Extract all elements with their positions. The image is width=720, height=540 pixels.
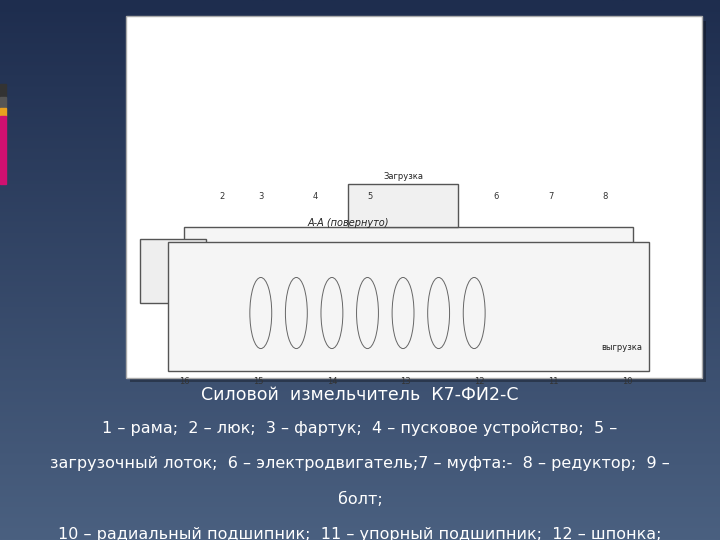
Text: 14: 14 [327, 376, 337, 386]
Text: 13: 13 [400, 376, 411, 386]
Text: 5: 5 [368, 192, 373, 201]
Text: 8: 8 [603, 192, 608, 201]
Bar [184, 227, 633, 320]
FancyBboxPatch shape [126, 16, 702, 378]
Text: 12: 12 [474, 376, 485, 386]
Text: 15: 15 [253, 376, 264, 386]
Text: загрузочный лоток;  6 – электродвигатель;7 – муфта:-  8 – редуктор;  9 –: загрузочный лоток; 6 – электродвигатель;… [50, 456, 670, 471]
Text: 16: 16 [179, 376, 189, 386]
Text: 10 – радиальный подшипник;  11 – упорный подшипник;  12 – шпонка;: 10 – радиальный подшипник; 11 – упорный … [58, 526, 662, 540]
Text: 10: 10 [622, 376, 633, 386]
Text: 6: 6 [493, 192, 499, 201]
Text: 11: 11 [549, 376, 559, 386]
Text: 7: 7 [548, 192, 554, 201]
Text: выгрузка: выгрузка [601, 343, 642, 352]
Text: 4: 4 [313, 192, 318, 201]
Text: Загрузка: Загрузка [383, 172, 423, 181]
FancyBboxPatch shape [130, 21, 706, 382]
Text: 1 – рама;  2 – люк;  3 – фартук;  4 – пусковое устройство;  5 –: 1 – рама; 2 – люк; 3 – фартук; 4 – пуско… [102, 421, 618, 436]
Text: А-А (повернуто): А-А (повернуто) [307, 218, 389, 228]
Bar [0, 84, 6, 97]
Bar [0, 97, 6, 108]
Bar [168, 242, 649, 371]
Bar [0, 116, 6, 184]
Bar [0, 108, 6, 116]
Bar [140, 239, 206, 303]
Text: 2: 2 [220, 192, 225, 201]
Bar [348, 184, 458, 227]
Text: болт;: болт; [338, 491, 382, 507]
Text: Силовой  измельчитель  К7-ФИ2-С: Силовой измельчитель К7-ФИ2-С [202, 386, 518, 404]
Text: 3: 3 [258, 192, 264, 201]
